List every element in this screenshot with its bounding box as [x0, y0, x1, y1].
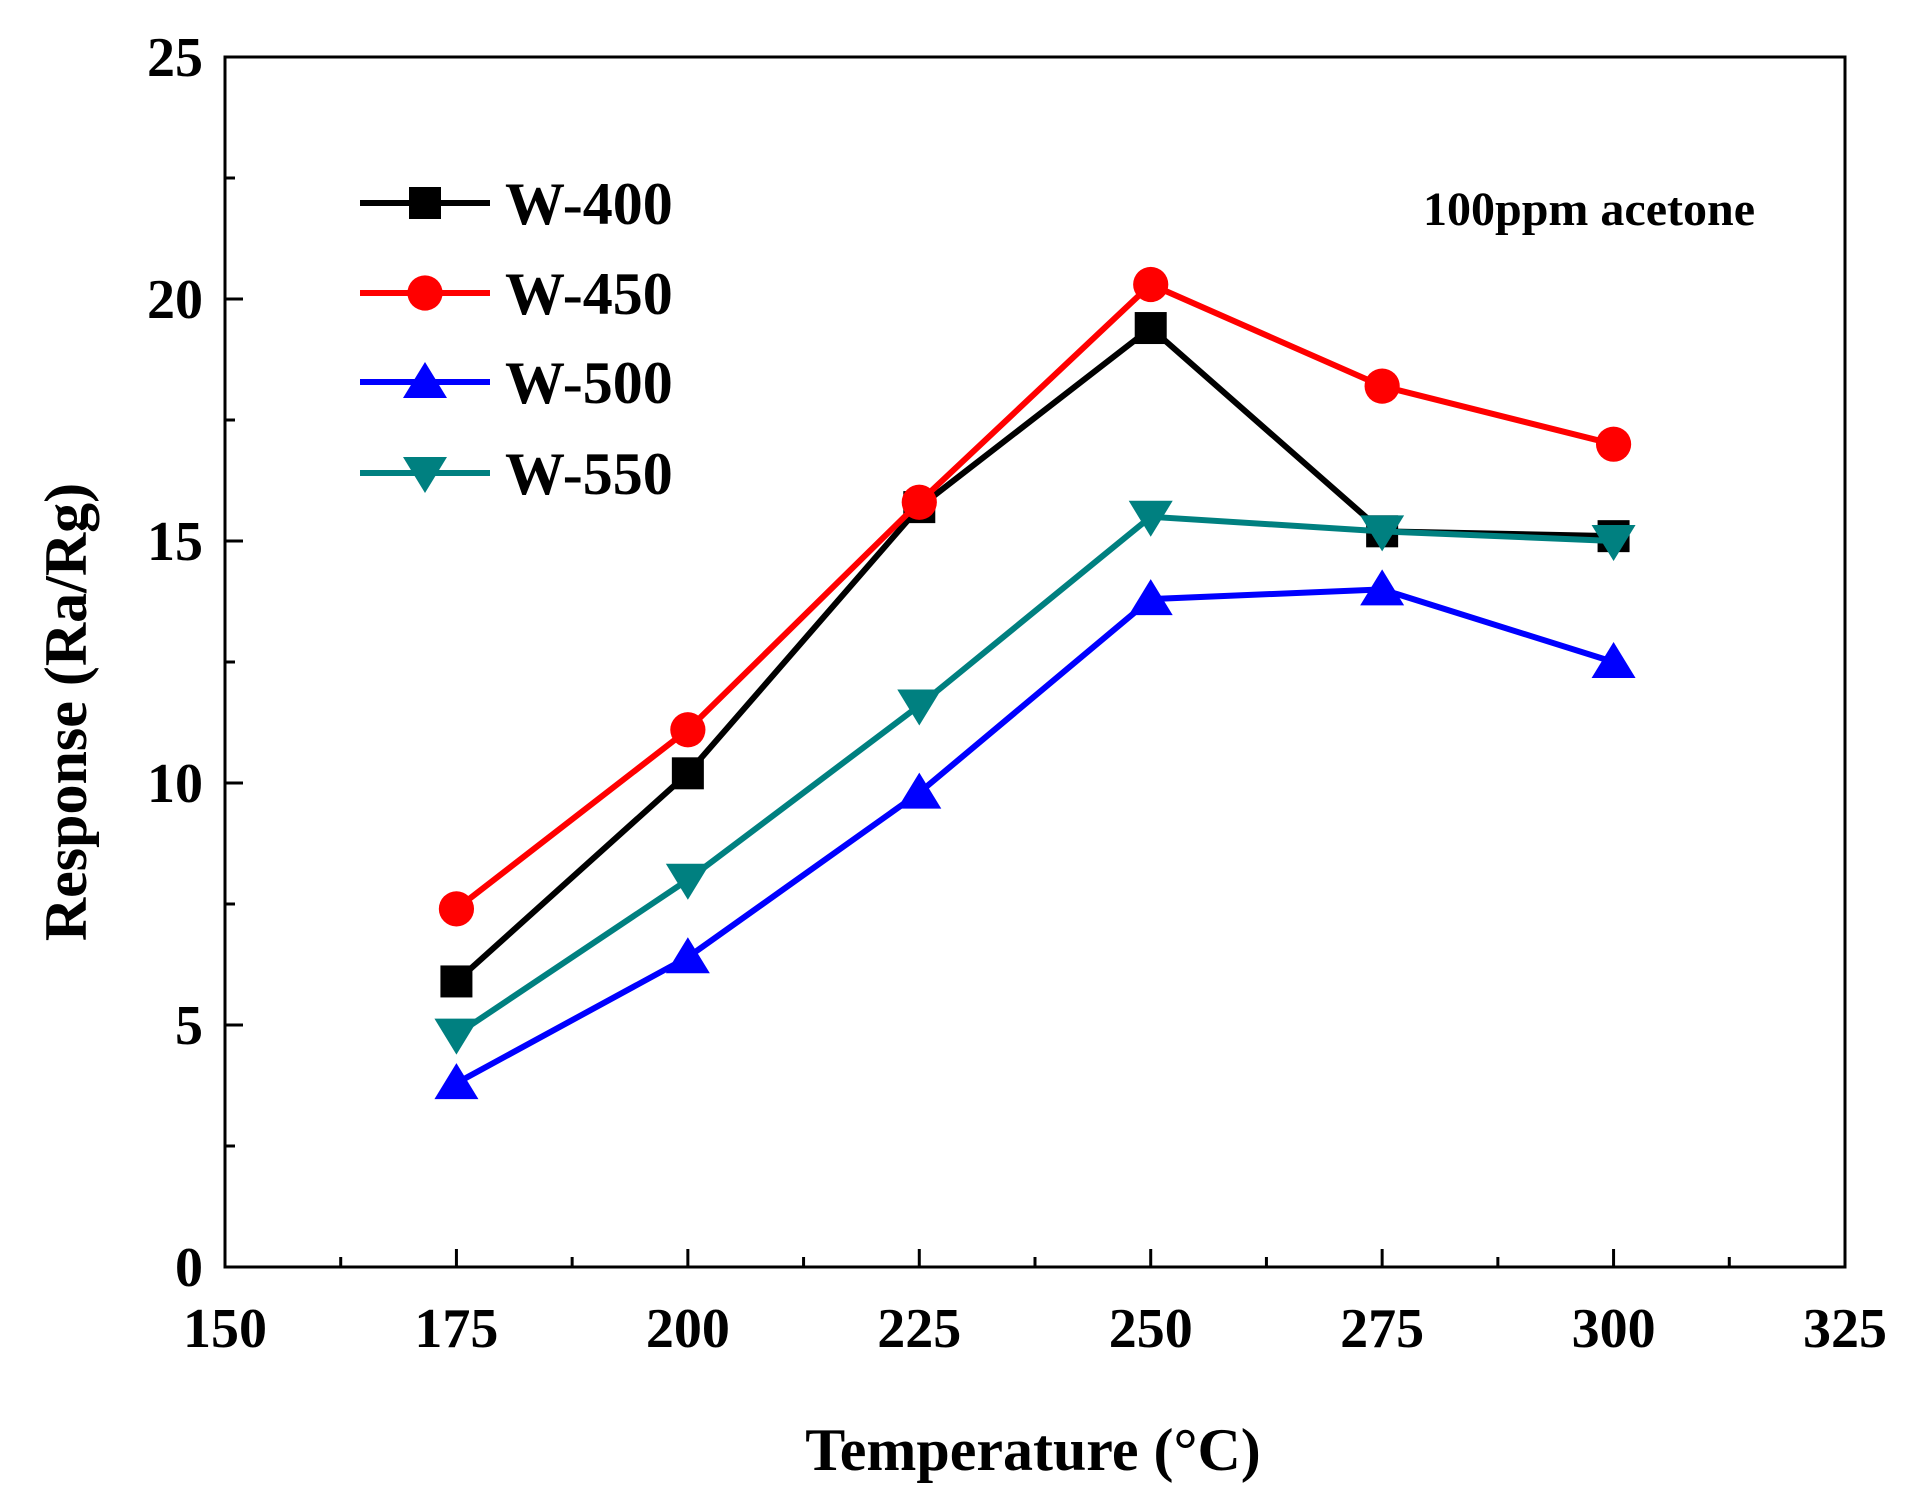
y-tick-label: 10 [147, 753, 203, 815]
triangle-down-marker [1128, 500, 1173, 537]
triangle-down-marker [665, 863, 710, 900]
legend-label: W-500 [505, 350, 673, 416]
x-tick-label: 200 [646, 1298, 730, 1360]
circle-marker [1595, 426, 1632, 462]
series-line [454, 513, 1614, 1038]
series-group [434, 266, 1636, 1100]
x-tick-label: 175 [414, 1298, 498, 1360]
legend-label: W-400 [505, 171, 673, 237]
triangle-down-marker [1360, 515, 1405, 552]
triangle-down-marker [897, 689, 942, 726]
triangle-up-marker [1591, 642, 1636, 678]
series-line [454, 324, 1614, 984]
circle-marker [438, 891, 475, 927]
circle-marker [1133, 266, 1169, 303]
y-tick-label: 0 [175, 1237, 203, 1299]
triangle-up-marker [665, 937, 710, 974]
series-w-450 [438, 266, 1632, 927]
series-line [454, 280, 1615, 912]
axis-ticks: 150 175 200 225 250 275 300 325 0 5 10 15 20 25 [147, 27, 1887, 1360]
triangle-up-marker [403, 362, 447, 398]
legend-item: W-450 [360, 261, 673, 327]
legend: W-400 W-450 W-500 W-550 [360, 171, 673, 507]
series-line [454, 586, 1615, 1086]
legend-item: W-550 [360, 441, 673, 507]
triangle-down-marker [434, 1018, 479, 1055]
triangle-up-marker [897, 772, 942, 809]
triangle-down-marker [1591, 525, 1636, 561]
y-tick-label: 20 [147, 269, 203, 331]
y-axis-title: Response (Ra/Rg) [33, 483, 99, 941]
x-axis-title: Temperature (°C) [805, 1417, 1261, 1483]
x-tick-label: 225 [877, 1298, 961, 1360]
x-tick-label: 300 [1572, 1298, 1656, 1360]
x-tick-label: 325 [1803, 1298, 1887, 1360]
triangle-up-marker [1128, 579, 1173, 616]
triangle-up-marker [1360, 569, 1405, 606]
legend-item: W-500 [360, 350, 673, 416]
triangle-up-marker [434, 1063, 479, 1100]
y-tick-label: 15 [147, 511, 203, 573]
circle-marker [670, 712, 706, 748]
triangle-down-marker [403, 457, 447, 493]
legend-label: W-550 [505, 441, 673, 507]
legend-item: W-400 [360, 171, 673, 237]
circle-marker [407, 275, 443, 311]
x-tick-label: 150 [183, 1298, 267, 1360]
y-tick-label: 5 [175, 995, 203, 1057]
square-marker [409, 187, 441, 219]
series-w-550 [434, 500, 1636, 1055]
x-tick-label: 250 [1109, 1298, 1193, 1360]
square-marker [1134, 312, 1167, 345]
square-marker [671, 757, 704, 790]
annotation-label: 100ppm acetone [1423, 183, 1755, 236]
circle-marker [901, 484, 937, 520]
circle-marker [1364, 368, 1400, 404]
y-tick-label: 25 [147, 27, 203, 89]
square-marker [440, 965, 473, 998]
x-tick-label: 275 [1340, 1298, 1424, 1360]
legend-label: W-450 [505, 261, 673, 327]
series-w-500 [434, 569, 1636, 1100]
